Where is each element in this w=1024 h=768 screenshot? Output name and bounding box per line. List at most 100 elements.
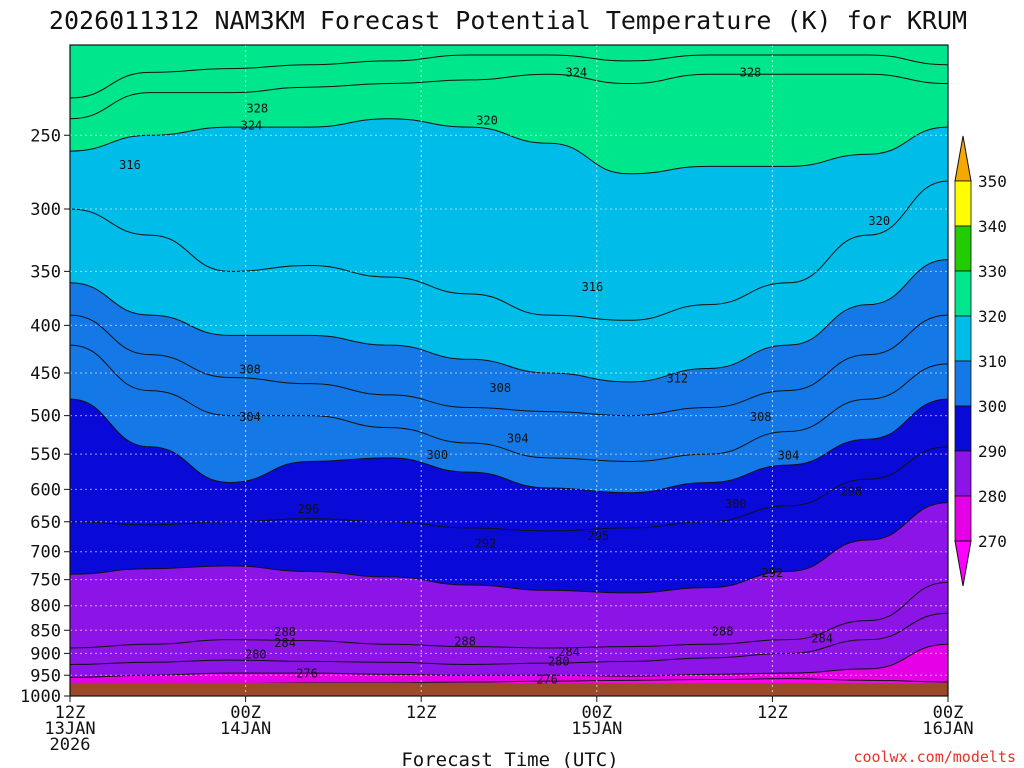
plot-area: 328 324 320 324 328 316 316 320 312 308 308 308 304 3…	[69, 44, 949, 697]
colorbar-label: 270	[978, 532, 1007, 551]
y-tick-label: 650	[30, 513, 61, 533]
y-tick-label: 250	[30, 126, 61, 146]
contour-label: 292	[475, 537, 497, 551]
contour-label: 284	[274, 636, 296, 650]
contour-band-328	[70, 45, 948, 98]
contour-line-304	[69, 344, 949, 462]
contour-label: 304	[778, 449, 800, 463]
contour-label: 320	[868, 214, 890, 228]
ground-area	[70, 682, 948, 696]
contour-line-324	[69, 73, 949, 120]
contour-line-292	[69, 502, 949, 594]
contour-label: 292	[762, 566, 784, 580]
colorbar-label: 320	[978, 307, 1007, 326]
contour-line-300	[69, 398, 949, 494]
y-tick-label: 450	[30, 364, 61, 384]
contour-label: 316	[119, 158, 141, 172]
contour-line-316	[69, 180, 949, 321]
x-tick-label: 00Z	[581, 703, 612, 723]
contour-label: 284	[558, 645, 580, 659]
colorbar-segment	[954, 225, 972, 272]
x-tick-label: 12Z	[757, 703, 788, 723]
contour-line-328	[69, 54, 949, 99]
colorbar-label: 340	[978, 217, 1007, 236]
contour-label: 324	[241, 118, 263, 132]
contour-label: 300	[725, 497, 747, 511]
contour-label: 288	[712, 625, 734, 639]
x-tick-label: 14JAN	[220, 719, 271, 739]
x-tick-label: 15JAN	[571, 719, 622, 739]
colorbar-label: 290	[978, 442, 1007, 461]
contour-line-288	[69, 581, 949, 649]
x-tick-label: 00Z	[230, 703, 261, 723]
contour-line-312	[69, 259, 949, 383]
contour-label: 308	[489, 381, 511, 395]
colorbar-segment	[954, 405, 972, 452]
y-tick-label: 1000	[20, 687, 61, 707]
contour-label: 324	[565, 65, 587, 79]
colorbar-label: 330	[978, 262, 1007, 281]
plot-frame	[69, 44, 949, 697]
contour-line-320	[69, 118, 949, 175]
colorbar-label: 350	[978, 172, 1007, 191]
y-tick-label: 800	[30, 597, 61, 617]
colorbar-segment	[954, 360, 972, 407]
contour-label: 312	[666, 371, 688, 385]
contour-label: 308	[750, 410, 772, 424]
contour-label: 316	[582, 280, 604, 294]
contour-label: 328	[246, 102, 268, 116]
x-axis-label: Forecast Time (UTC)	[401, 749, 618, 768]
y-tick-label: 900	[30, 644, 61, 664]
contour-label: 304	[239, 410, 261, 424]
contour-label: 298	[841, 484, 863, 498]
y-tick-label: 600	[30, 480, 61, 500]
y-tick-label: 300	[30, 200, 61, 220]
x-tick-label: 13JAN	[44, 719, 95, 739]
contour-line-308	[69, 314, 949, 417]
x-tick-label: 2026	[50, 735, 91, 755]
y-tick-label: 350	[30, 262, 61, 282]
y-tick-label: 950	[30, 666, 61, 686]
colorbar-segment	[954, 180, 972, 227]
colorbar-top-arrow	[954, 135, 972, 182]
contour-label: 280	[548, 654, 570, 668]
y-tick-label: 500	[30, 407, 61, 427]
colorbar-label: 310	[978, 352, 1007, 371]
y-axis: 250 300 350 400 450 500 550 600 650 700 750 800 850 9…	[20, 126, 70, 707]
contour-label: 288	[454, 635, 476, 649]
contour-label: 320	[476, 113, 498, 127]
colorbar-segment	[954, 270, 972, 317]
contour-label: 288	[274, 625, 296, 639]
contour-label: 328	[740, 65, 762, 79]
contour-label: 295	[587, 529, 609, 543]
credit-text: coolwx.com/modelts	[853, 748, 1016, 766]
contour-label: 304	[507, 431, 529, 445]
x-tick-label: 00Z	[933, 703, 964, 723]
contour-label: 308	[239, 362, 261, 376]
colorbar-segment	[954, 315, 972, 362]
y-tick-label: 700	[30, 543, 61, 563]
colorbar-bottom-arrow	[954, 540, 972, 587]
chart-title: 2026011312 NAM3KM Forecast Potential Tem…	[49, 6, 967, 35]
y-tick-label: 850	[30, 621, 61, 641]
contour-label: 280	[245, 647, 267, 661]
contour-line-284	[69, 612, 949, 665]
colorbar-legend: 350 340 330 320 310 300 290 280 270	[954, 135, 1007, 587]
contour-label: 276	[296, 667, 318, 681]
y-tick-label: 550	[30, 445, 61, 465]
colorbar-label: 300	[978, 397, 1007, 416]
colorbar-segment	[954, 495, 972, 542]
y-tick-label: 400	[30, 316, 61, 336]
contour-label: 276	[536, 672, 558, 686]
y-tick-label: 750	[30, 571, 61, 591]
x-tick-label: 12Z	[55, 703, 86, 723]
x-tick-label: 16JAN	[922, 719, 973, 739]
contour-label: 300	[426, 448, 448, 462]
colorbar-segment	[954, 450, 972, 497]
x-tick-label: 12Z	[406, 703, 437, 723]
contour-label: 296	[298, 502, 320, 516]
contour-line-296	[69, 446, 949, 532]
colorbar-label: 280	[978, 487, 1007, 506]
